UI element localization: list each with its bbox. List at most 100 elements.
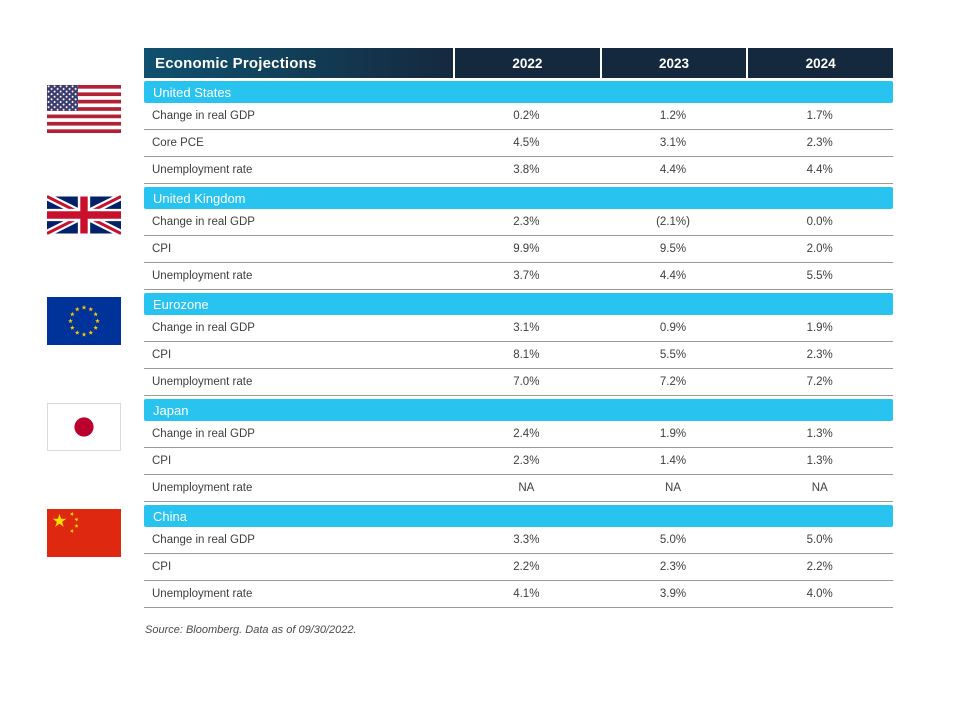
row-value-2023: 1.4% xyxy=(659,455,687,467)
country-flag xyxy=(47,403,121,451)
country-band: United Kingdom xyxy=(144,187,893,209)
row-value-2023: 4.4% xyxy=(659,164,687,176)
row-value-2024: 2.3% xyxy=(806,137,833,149)
row-value-2024: 1.7% xyxy=(806,110,833,122)
country-section: Eurozone Change in real GDP 3.1% 0.9% 1.… xyxy=(47,293,893,396)
row-value-2024: 1.9% xyxy=(806,322,833,334)
row-value-2024: 5.0% xyxy=(806,534,833,546)
row-value-2022: 2.3% xyxy=(513,216,540,228)
section-rows: Change in real GDP 3.1% 0.9% 1.9% CPI 8.… xyxy=(144,315,893,396)
row-value-2023: 7.2% xyxy=(659,376,687,388)
row-label: Unemployment rate xyxy=(152,270,253,282)
row-value-2022: 4.5% xyxy=(513,137,540,149)
country-band: United States xyxy=(144,81,893,103)
row-value-2024: NA xyxy=(811,482,828,494)
uk-flag-icon xyxy=(47,193,121,237)
row-value-2023: 3.9% xyxy=(659,588,687,600)
row-label: CPI xyxy=(152,455,172,467)
row-value-2023: 2.3% xyxy=(659,561,687,573)
table-sections: United States Change in real GDP 0.2% 1.… xyxy=(47,81,893,608)
row-value-2022: 7.0% xyxy=(513,376,540,388)
row-value-2022: NA xyxy=(518,482,535,494)
country-band-label: United States xyxy=(153,84,232,100)
row-value-2022: 8.1% xyxy=(513,349,540,361)
table-row: Unemployment rate 3.7% 4.4% 5.5% xyxy=(144,263,893,290)
table-row: Unemployment rate 3.8% 4.4% 4.4% xyxy=(144,157,893,184)
row-value-2024: 2.3% xyxy=(806,349,833,361)
projections-table: Economic Projections 2022 2023 2024 Unit… xyxy=(47,48,894,636)
row-value-2024: 2.2% xyxy=(806,561,833,573)
row-value-2022: 3.3% xyxy=(513,534,540,546)
table-row: CPI 9.9% 9.5% 2.0% xyxy=(144,236,893,263)
row-label: Change in real GDP xyxy=(152,216,255,228)
row-value-2024: 1.3% xyxy=(806,455,833,467)
row-value-2024: 1.3% xyxy=(806,428,833,440)
row-value-2023: 9.5% xyxy=(659,243,687,255)
table-row: CPI 2.2% 2.3% 2.2% xyxy=(144,554,893,581)
row-value-2023: 0.9% xyxy=(659,322,687,334)
row-value-2023: 4.4% xyxy=(659,270,687,282)
row-value-2023: 3.1% xyxy=(659,137,687,149)
row-value-2024: 4.4% xyxy=(806,164,833,176)
table-row: Change in real GDP 0.2% 1.2% 1.7% xyxy=(144,103,893,130)
row-value-2022: 4.1% xyxy=(513,588,540,600)
row-value-2022: 3.8% xyxy=(513,164,540,176)
table-row: Change in real GDP 2.4% 1.9% 1.3% xyxy=(144,421,893,448)
column-header-2022: 2022 xyxy=(453,48,600,78)
row-value-2022: 0.2% xyxy=(513,110,540,122)
table-row: Unemployment rate NA NA NA xyxy=(144,475,893,502)
country-section: Japan Change in real GDP 2.4% 1.9% 1.3% … xyxy=(47,399,893,502)
country-band-label: Eurozone xyxy=(153,296,209,312)
country-section: China Change in real GDP 3.3% 5.0% 5.0% … xyxy=(47,505,893,608)
section-rows: Change in real GDP 3.3% 5.0% 5.0% CPI 2.… xyxy=(144,527,893,608)
row-label: Unemployment rate xyxy=(152,164,253,176)
row-value-2024: 4.0% xyxy=(806,588,833,600)
row-value-2024: 2.0% xyxy=(806,243,833,255)
table-row: CPI 2.3% 1.4% 1.3% xyxy=(144,448,893,475)
row-value-2023: (2.1%) xyxy=(656,216,690,228)
country-band-label: China xyxy=(153,508,187,524)
row-value-2022: 9.9% xyxy=(513,243,540,255)
row-value-2023: NA xyxy=(665,482,681,494)
row-value-2023: 1.9% xyxy=(659,428,687,440)
row-label: CPI xyxy=(152,349,172,361)
table-row: Change in real GDP 2.3% (2.1%) 0.0% xyxy=(144,209,893,236)
row-value-2024: 0.0% xyxy=(806,216,833,228)
country-band-label: United Kingdom xyxy=(153,190,246,206)
country-band-label: Japan xyxy=(153,402,189,418)
row-value-2024: 7.2% xyxy=(806,376,833,388)
section-rows: Change in real GDP 2.4% 1.9% 1.3% CPI 2.… xyxy=(144,421,893,502)
row-value-2023: 5.0% xyxy=(659,534,687,546)
row-label: Change in real GDP xyxy=(152,428,255,440)
country-band: Eurozone xyxy=(144,293,893,315)
column-header-2024: 2024 xyxy=(746,48,894,78)
column-header-2023: 2023 xyxy=(599,48,747,78)
country-flag xyxy=(47,85,121,133)
country-flag xyxy=(47,509,121,557)
table-title: Economic Projections xyxy=(144,48,453,78)
row-value-2022: 2.4% xyxy=(513,428,540,440)
row-value-2024: 5.5% xyxy=(806,270,833,282)
row-label: CPI xyxy=(152,561,172,573)
row-value-2023: 1.2% xyxy=(659,110,687,122)
country-flag xyxy=(47,297,121,345)
row-label: Core PCE xyxy=(152,137,204,149)
row-value-2023: 5.5% xyxy=(659,349,687,361)
row-value-2022: 3.1% xyxy=(513,322,540,334)
table-row: Unemployment rate 4.1% 3.9% 4.0% xyxy=(144,581,893,608)
row-label: Unemployment rate xyxy=(152,588,253,600)
japan-flag-icon xyxy=(47,403,121,451)
country-flag xyxy=(47,191,121,239)
table-header-row: Economic Projections 2022 2023 2024 xyxy=(144,48,894,78)
row-label: Unemployment rate xyxy=(152,376,253,388)
table-row: Change in real GDP 3.1% 0.9% 1.9% xyxy=(144,315,893,342)
row-label: Unemployment rate xyxy=(152,482,253,494)
row-value-2022: 3.7% xyxy=(513,270,540,282)
row-label: Change in real GDP xyxy=(152,322,255,334)
table-row: Core PCE 4.5% 3.1% 2.3% xyxy=(144,130,893,157)
country-band: Japan xyxy=(144,399,893,421)
row-label: Change in real GDP xyxy=(152,534,255,546)
section-rows: Change in real GDP 0.2% 1.2% 1.7% Core P… xyxy=(144,103,893,184)
country-section: United States Change in real GDP 0.2% 1.… xyxy=(47,81,893,184)
